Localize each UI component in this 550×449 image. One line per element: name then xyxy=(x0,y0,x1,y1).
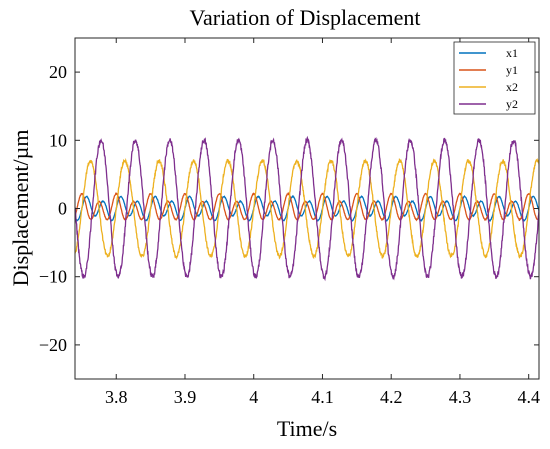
legend-label-x1: x1 xyxy=(506,46,518,60)
legend: x1 y1 x2 y2 xyxy=(453,41,536,115)
chart-title: Variation of Displacement xyxy=(190,5,421,30)
series-line-x2 xyxy=(75,157,539,260)
legend-label-y1: y1 xyxy=(506,63,518,77)
y-tick-label: −20 xyxy=(39,335,67,355)
y-tick-label: 10 xyxy=(49,130,67,150)
series-group xyxy=(75,135,539,282)
y-axis-label: Displacement/µm xyxy=(8,130,33,287)
legend-box xyxy=(453,41,536,115)
y-axis-ticks: −20 −10 0 10 20 xyxy=(39,62,539,355)
x-axis-label: Time/s xyxy=(277,416,337,441)
y-tick-label: 20 xyxy=(49,62,67,82)
x-tick-label: 3.8 xyxy=(105,387,128,407)
series-line-y2 xyxy=(75,135,539,282)
y-tick-label: −10 xyxy=(39,267,67,287)
x-tick-label: 4.4 xyxy=(517,387,540,407)
x-tick-label: 4.1 xyxy=(311,387,334,407)
x-tick-label: 4.2 xyxy=(380,387,403,407)
x-tick-label: 4.3 xyxy=(449,387,472,407)
x-tick-label: 4 xyxy=(249,387,258,407)
y-tick-label: 0 xyxy=(58,199,67,219)
legend-label-x2: x2 xyxy=(506,80,518,94)
x-tick-label: 3.9 xyxy=(174,387,197,407)
x-axis-ticks: 3.8 3.9 4 4.1 4.2 4.3 4.4 xyxy=(105,38,540,407)
legend-label-y2: y2 xyxy=(506,97,518,111)
